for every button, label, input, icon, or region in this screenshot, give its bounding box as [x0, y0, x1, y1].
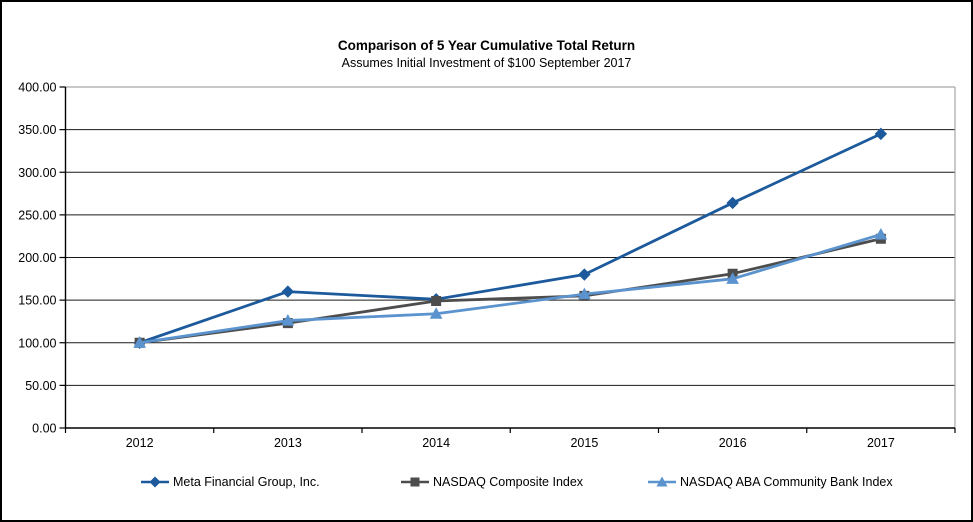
x-tick-label: 2013: [274, 436, 302, 450]
triangle-marker: [726, 272, 739, 284]
x-tick-label: 2017: [867, 436, 895, 450]
y-tick-label: 150.00: [18, 294, 56, 308]
triangle-marker: [874, 227, 888, 240]
legend-label: Meta Financial Group, Inc.: [173, 475, 320, 489]
diamond-marker: [874, 127, 888, 141]
legend-item-nasdaq-aba-community-bank: NASDAQ ABA Community Bank Index: [647, 472, 893, 492]
series-line-1: [138, 132, 883, 345]
legend-label: NASDAQ Composite Index: [433, 475, 584, 489]
y-tick-label: 0.00: [32, 422, 56, 436]
x-tick-label: 2014: [422, 436, 450, 450]
y-tick-label: 100.00: [18, 336, 56, 350]
y-tick-label: 250.00: [18, 208, 56, 222]
legend-square-marker-icon: [401, 477, 429, 487]
legend-item-meta-financial: Meta Financial Group, Inc.: [140, 472, 320, 492]
diamond-marker: [281, 285, 295, 298]
y-tick-label: 50.00: [25, 379, 56, 393]
x-tick-label: 2012: [126, 436, 154, 450]
x-tick-label: 2015: [570, 436, 598, 450]
chart-subtitle: Assumes Initial Investment of $100 Septe…: [341, 55, 632, 70]
chart-title: Comparison of 5 Year Cumulative Total Re…: [337, 38, 636, 53]
diamond-marker: [726, 196, 739, 210]
triangle-marker: [578, 287, 591, 300]
legend-triangle-marker-icon: [648, 476, 676, 487]
y-tick-label: 200.00: [18, 251, 56, 265]
y-tick-label: 400.00: [18, 81, 56, 95]
y-tick-label: 300.00: [18, 166, 56, 180]
diamond-marker: [578, 268, 591, 281]
legend-label: NASDAQ ABA Community Bank Index: [680, 475, 893, 489]
triangle-marker: [429, 307, 443, 319]
triangle-marker: [281, 314, 295, 326]
square-marker: [431, 295, 442, 306]
title-block: Comparison of 5 Year Cumulative Total Re…: [2, 38, 971, 71]
x-tick-label: 2016: [719, 436, 747, 450]
series-line-2: [138, 237, 883, 345]
legend: Meta Financial Group, Inc. NASDAQ Compos…: [2, 472, 971, 496]
legend-diamond-marker-icon: [141, 476, 169, 488]
y-tick-label: 350.00: [18, 123, 56, 137]
triangle-marker: [133, 336, 146, 348]
series-line-3: [138, 233, 883, 345]
legend-item-nasdaq-composite: NASDAQ Composite Index: [400, 472, 583, 492]
